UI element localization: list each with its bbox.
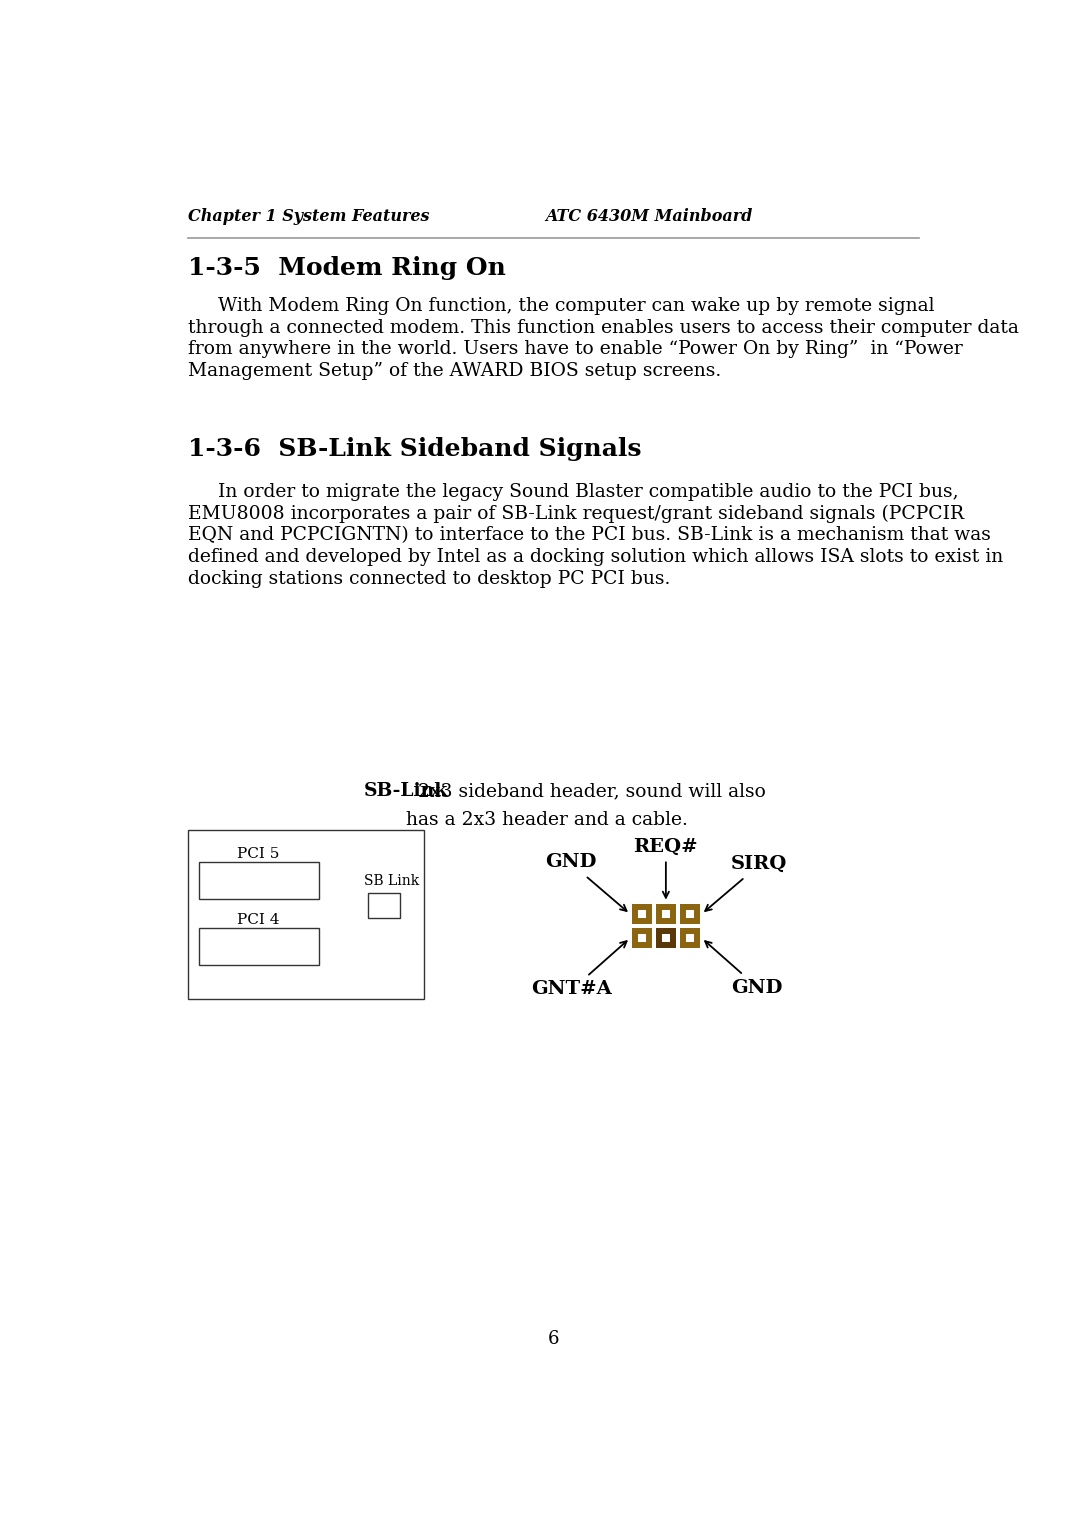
Text: Management Setup” of the AWARD BIOS setup screens.: Management Setup” of the AWARD BIOS setu… <box>188 361 721 380</box>
Bar <box>367 894 400 918</box>
Bar <box>632 904 652 924</box>
Text: GND: GND <box>731 979 783 997</box>
Text: ATC 6430M Mainboard: ATC 6430M Mainboard <box>545 209 753 226</box>
Text: GNT#A: GNT#A <box>531 981 611 999</box>
Text: 2x3 sideband header, sound will also: 2x3 sideband header, sound will also <box>413 782 767 801</box>
Bar <box>679 904 700 924</box>
Text: 1-3-6  SB-Link Sideband Signals: 1-3-6 SB-Link Sideband Signals <box>188 438 642 461</box>
Text: 1-3-5  Modem Ring On: 1-3-5 Modem Ring On <box>188 256 505 281</box>
Bar <box>199 929 319 965</box>
Text: 6: 6 <box>548 1330 559 1348</box>
Text: through a connected modem. This function enables users to access their computer : through a connected modem. This function… <box>188 319 1018 337</box>
Bar <box>662 910 670 918</box>
Text: PCI 4: PCI 4 <box>238 913 280 927</box>
Text: from anywhere in the world. Users have to enable “Power On by Ring”  in “Power: from anywhere in the world. Users have t… <box>188 340 962 358</box>
Bar <box>637 910 646 918</box>
Text: In order to migrate the legacy Sound Blaster compatible audio to the PCI bus,: In order to migrate the legacy Sound Bla… <box>188 483 958 502</box>
Text: Chapter 1 System Features: Chapter 1 System Features <box>188 209 429 226</box>
Text: defined and developed by Intel as a docking solution which allows ISA slots to e: defined and developed by Intel as a dock… <box>188 547 1003 566</box>
Bar <box>656 929 676 949</box>
Bar <box>199 862 319 900</box>
Bar <box>656 904 676 924</box>
Bar <box>686 910 694 918</box>
Text: SIRQ: SIRQ <box>731 854 787 872</box>
Bar <box>188 830 424 999</box>
Text: EMU8008 incorporates a pair of SB-Link request/grant sideband signals (PCPCIR: EMU8008 incorporates a pair of SB-Link r… <box>188 505 963 523</box>
Text: SB Link: SB Link <box>364 874 420 889</box>
Bar <box>686 933 694 942</box>
Bar <box>662 933 670 942</box>
Bar <box>637 933 646 942</box>
Text: EQN and PCPCIGNTN) to interface to the PCI bus. SB-Link is a mechanism that was: EQN and PCPCIGNTN) to interface to the P… <box>188 526 990 544</box>
Text: has a 2x3 header and a cable.: has a 2x3 header and a cable. <box>406 811 688 828</box>
Text: SB-Link: SB-Link <box>364 782 448 801</box>
Text: With Modem Ring On function, the computer can wake up by remote signal: With Modem Ring On function, the compute… <box>188 297 934 316</box>
Text: docking stations connected to desktop PC PCI bus.: docking stations connected to desktop PC… <box>188 569 670 587</box>
Text: REQ#: REQ# <box>634 837 698 856</box>
Bar <box>679 929 700 949</box>
Text: PCI 5: PCI 5 <box>238 846 280 860</box>
Text: GND: GND <box>545 852 597 871</box>
Bar <box>632 929 652 949</box>
